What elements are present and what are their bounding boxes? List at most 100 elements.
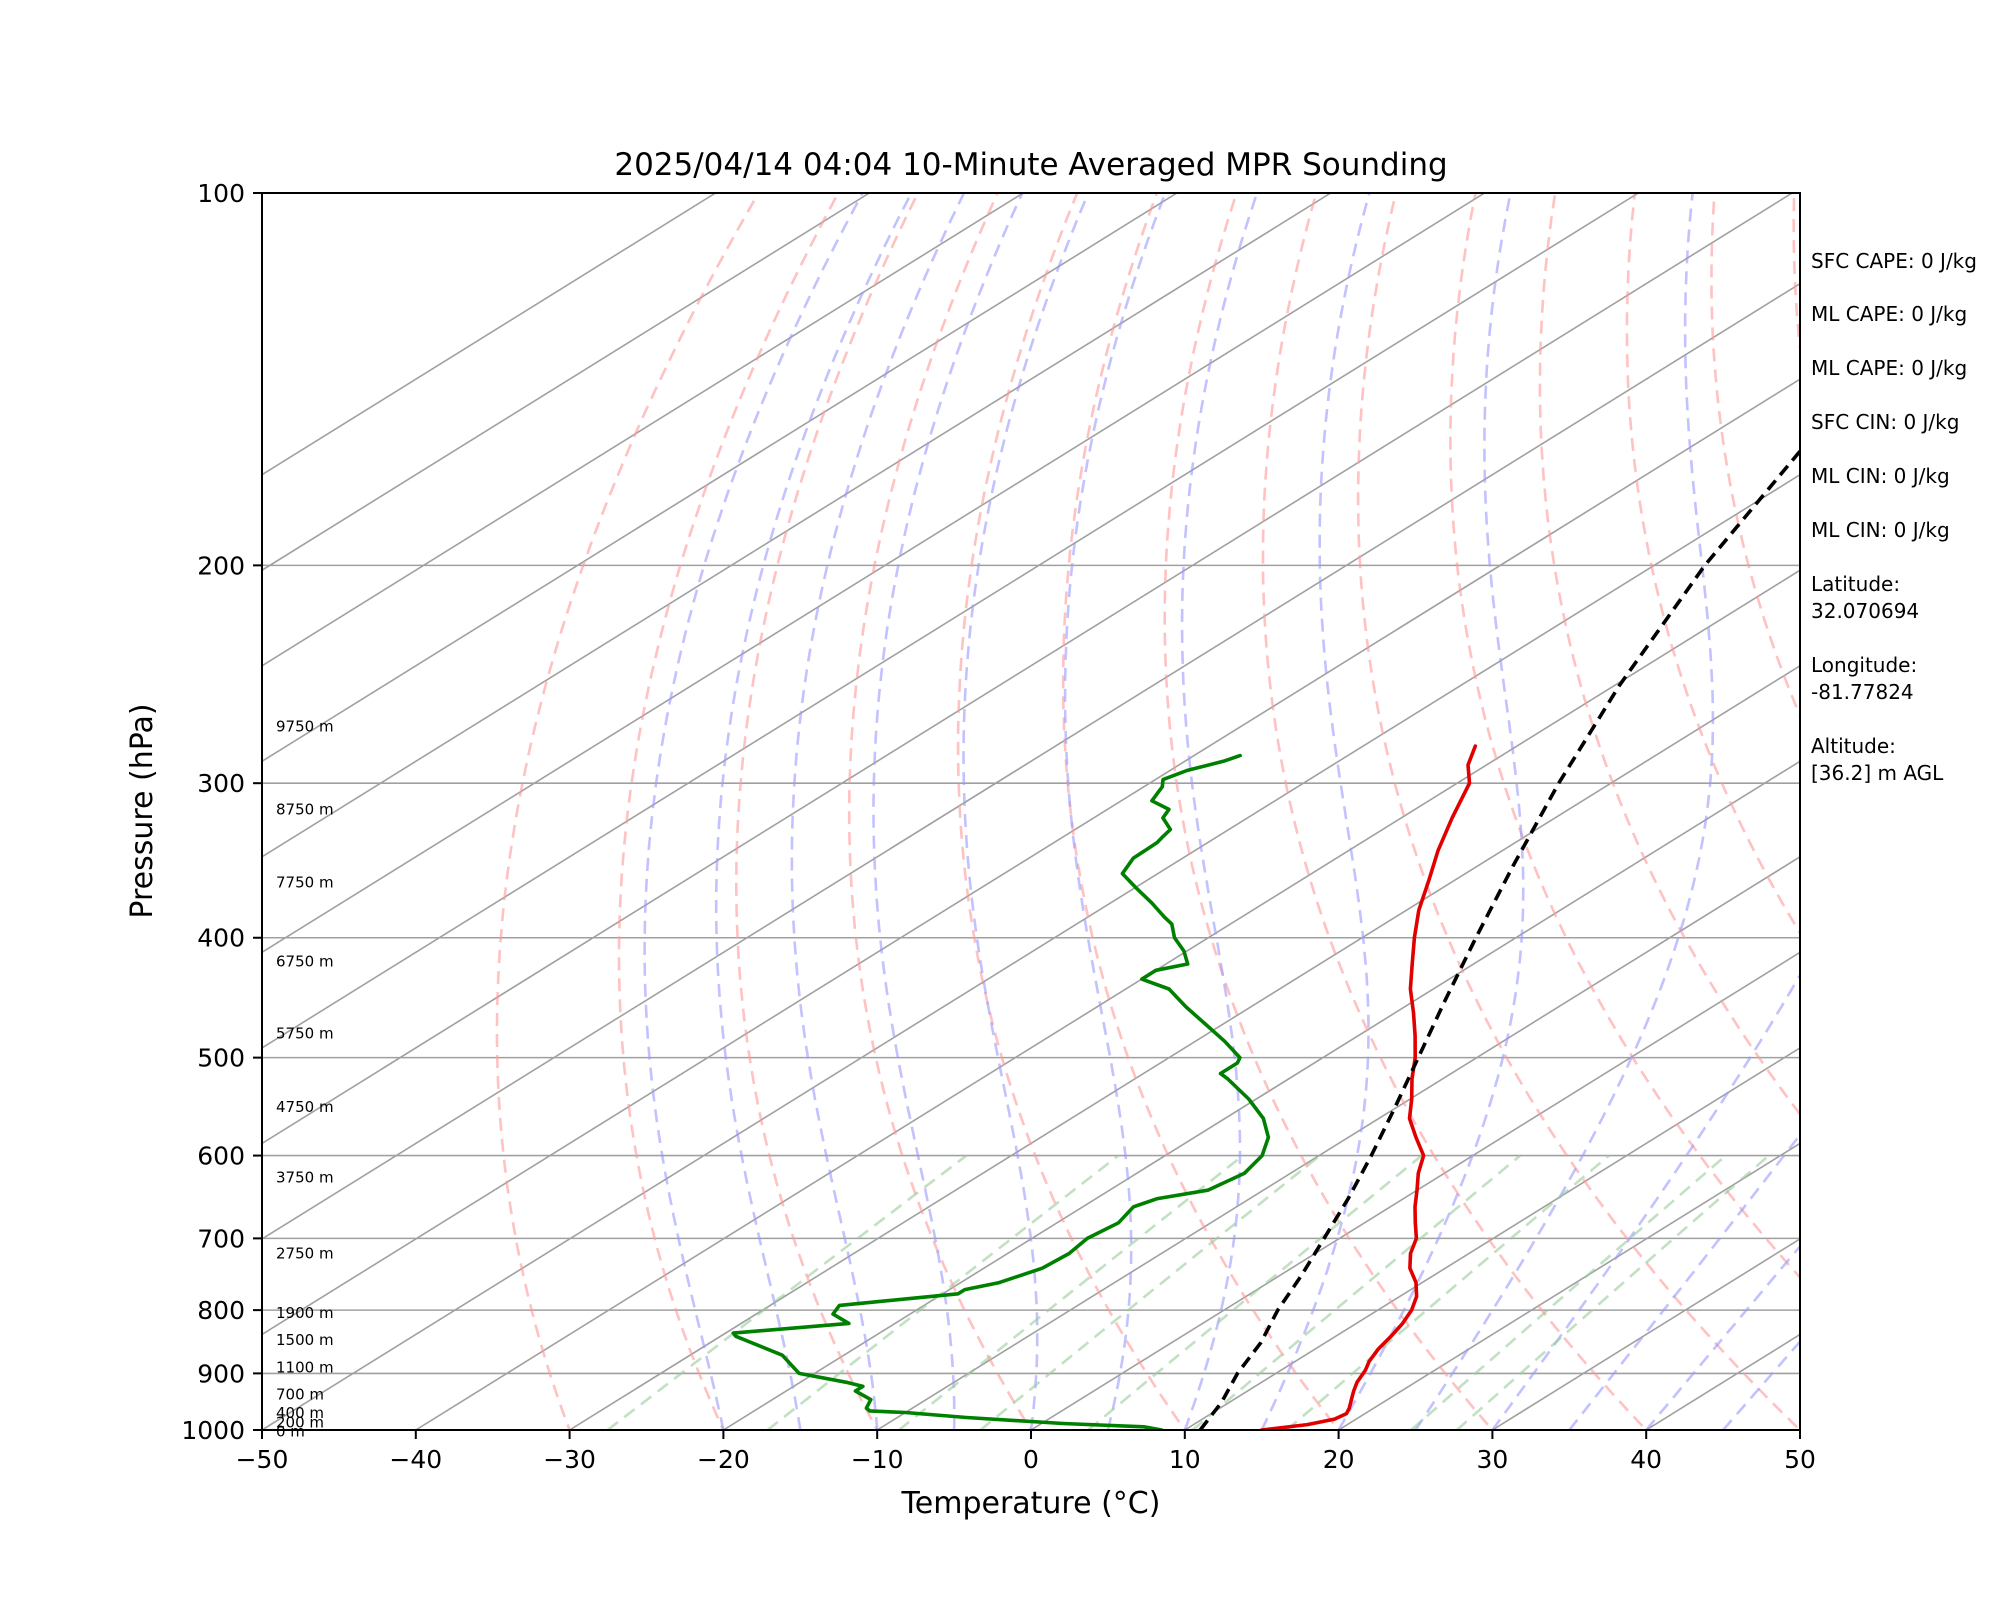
x-tick-label: 0 bbox=[1023, 1445, 1039, 1474]
height-label: 1100 m bbox=[276, 1358, 334, 1376]
parameter-line: 32.070694 bbox=[1811, 599, 1919, 623]
height-label: 200 m bbox=[276, 1413, 324, 1431]
height-label: 2750 m bbox=[276, 1245, 334, 1263]
isotherm bbox=[569, 664, 1800, 1430]
moist-adiabat bbox=[1645, 1244, 1800, 1430]
parameter-line: Altitude: bbox=[1811, 734, 1896, 758]
parameter-line: SFC CIN: 0 J/kg bbox=[1811, 410, 1959, 434]
isotherm bbox=[1338, 1142, 1800, 1430]
height-label: 0 m bbox=[276, 1423, 305, 1441]
parcel-path bbox=[1198, 448, 1800, 1430]
y-tick-label: 900 bbox=[197, 1359, 245, 1388]
height-label: 3750 m bbox=[276, 1169, 334, 1187]
x-tick-label: 40 bbox=[1630, 1445, 1662, 1474]
isotherm bbox=[262, 193, 1332, 858]
y-tick-label: 700 bbox=[197, 1224, 245, 1253]
height-labels: 9750 m 8750 m 7750 m 6750 m 5750 m 4750 m 3750… bbox=[276, 718, 334, 1441]
mixing-ratio-line bbox=[606, 1154, 968, 1430]
moist-adiabat bbox=[1568, 1132, 1800, 1430]
isotherm bbox=[262, 193, 870, 572]
height-label: 4750 m bbox=[276, 1098, 334, 1116]
parameter-line: [36.2] m AGL bbox=[1811, 761, 1944, 785]
moist-adiabat bbox=[872, 193, 1024, 1430]
parameter-text: Latitude: 32.070694 bbox=[1811, 572, 1919, 623]
height-label: 5750 m bbox=[276, 1024, 334, 1042]
parameter-line: Longitude: bbox=[1811, 653, 1917, 677]
isotherm bbox=[262, 193, 1793, 1145]
x-tick-label: 30 bbox=[1476, 1445, 1508, 1474]
parameter-text: SFC CIN: 0 J/kg bbox=[1811, 410, 1959, 434]
parameter-text: Longitude: -81.77824 bbox=[1811, 653, 1917, 704]
y-axis-label: Pressure (hPa) bbox=[125, 703, 160, 918]
chart-title: 2025/04/14 04:04 10-Minute Averaged MPR … bbox=[614, 147, 1447, 183]
dry-adiabat bbox=[1261, 193, 1649, 1430]
background-grid bbox=[262, 193, 1800, 1430]
parameter-text: ML CAPE: 0 J/kg bbox=[1811, 302, 1967, 326]
height-label: 9750 m bbox=[276, 718, 334, 736]
height-label: 8750 m bbox=[276, 800, 334, 818]
isotherm bbox=[262, 193, 1639, 1049]
x-tick-label: 20 bbox=[1323, 1445, 1355, 1474]
dry-adiabat bbox=[1061, 193, 1341, 1430]
sounding-series bbox=[731, 448, 1800, 1430]
y-tick-label: 100 bbox=[197, 179, 245, 208]
height-label: 700 m bbox=[276, 1385, 324, 1403]
dry-adiabat bbox=[495, 193, 761, 1430]
dewpoint-profile bbox=[731, 753, 1271, 1430]
isotherm bbox=[415, 569, 1800, 1430]
x-tick-label: −20 bbox=[697, 1445, 750, 1474]
mixing-ratio-line bbox=[1456, 1154, 1770, 1430]
isotherm bbox=[262, 282, 1800, 1240]
moist-adiabat bbox=[643, 193, 864, 1430]
parameter-text: SFC CAPE: 0 J/kg bbox=[1811, 249, 1977, 273]
parameter-line: ML CIN: 0 J/kg bbox=[1811, 518, 1950, 542]
height-label: 1900 m bbox=[276, 1304, 334, 1322]
dry-adiabat bbox=[956, 193, 1187, 1430]
parameter-line: ML CAPE: 0 J/kg bbox=[1811, 302, 1967, 326]
y-tick-label: 800 bbox=[197, 1296, 245, 1325]
parameter-line: ML CAPE: 0 J/kg bbox=[1811, 356, 1967, 380]
parameter-text: Altitude: [36.2] m AGL bbox=[1811, 734, 1944, 785]
dry-adiabat bbox=[1356, 193, 1800, 1430]
isotherm bbox=[262, 193, 1485, 954]
parameter-line: -81.77824 bbox=[1811, 680, 1914, 704]
isotherm bbox=[262, 473, 1800, 1430]
moist-adiabat bbox=[1337, 193, 1525, 1430]
dry-adiabat bbox=[1449, 193, 1800, 1280]
y-tick-label: 600 bbox=[197, 1142, 245, 1171]
mixing-ratio-line bbox=[898, 1154, 1244, 1430]
temperature-profile bbox=[1259, 744, 1478, 1430]
height-label: 1500 m bbox=[276, 1331, 334, 1349]
y-axis: 100 200 300 400 500 600 700 800 900 1000 bbox=[181, 179, 262, 1445]
isotherm bbox=[876, 855, 1800, 1430]
parameter-line: SFC CAPE: 0 J/kg bbox=[1811, 249, 1977, 273]
x-tick-label: −10 bbox=[851, 1445, 904, 1474]
parameter-line: ML CIN: 0 J/kg bbox=[1811, 464, 1950, 488]
y-tick-label: 300 bbox=[197, 769, 245, 798]
isotherm bbox=[722, 760, 1800, 1430]
y-tick-label: 500 bbox=[197, 1044, 245, 1073]
isotherm bbox=[262, 193, 1178, 763]
moist-adiabat bbox=[1260, 193, 1371, 1430]
mixing-ratio-line bbox=[766, 1154, 1120, 1430]
isotherm bbox=[262, 378, 1800, 1336]
isotherm bbox=[262, 193, 1024, 667]
x-tick-label: −50 bbox=[236, 1445, 289, 1474]
x-tick-label: −40 bbox=[389, 1445, 442, 1474]
x-axis-label: Temperature (°C) bbox=[901, 1486, 1161, 1521]
x-axis: −50 −40 −30 −20 −10 0 10 20 30 40 50 bbox=[236, 1430, 1816, 1474]
x-tick-label: 50 bbox=[1784, 1445, 1816, 1474]
parameter-line: Latitude: bbox=[1811, 572, 1900, 596]
parameter-text: ML CIN: 0 J/kg bbox=[1811, 518, 1950, 542]
y-tick-label: 1000 bbox=[181, 1416, 245, 1445]
isotherm bbox=[1030, 951, 1800, 1430]
x-tick-label: −30 bbox=[543, 1445, 596, 1474]
parameter-text: ML CAPE: 0 J/kg bbox=[1811, 356, 1967, 380]
y-tick-label: 400 bbox=[197, 924, 245, 953]
height-label: 7750 m bbox=[276, 874, 334, 892]
moist-adiabat bbox=[1063, 193, 1167, 1430]
parameter-text: ML CIN: 0 J/kg bbox=[1811, 464, 1950, 488]
isotherm bbox=[1184, 1046, 1800, 1430]
x-tick-label: 10 bbox=[1169, 1445, 1201, 1474]
